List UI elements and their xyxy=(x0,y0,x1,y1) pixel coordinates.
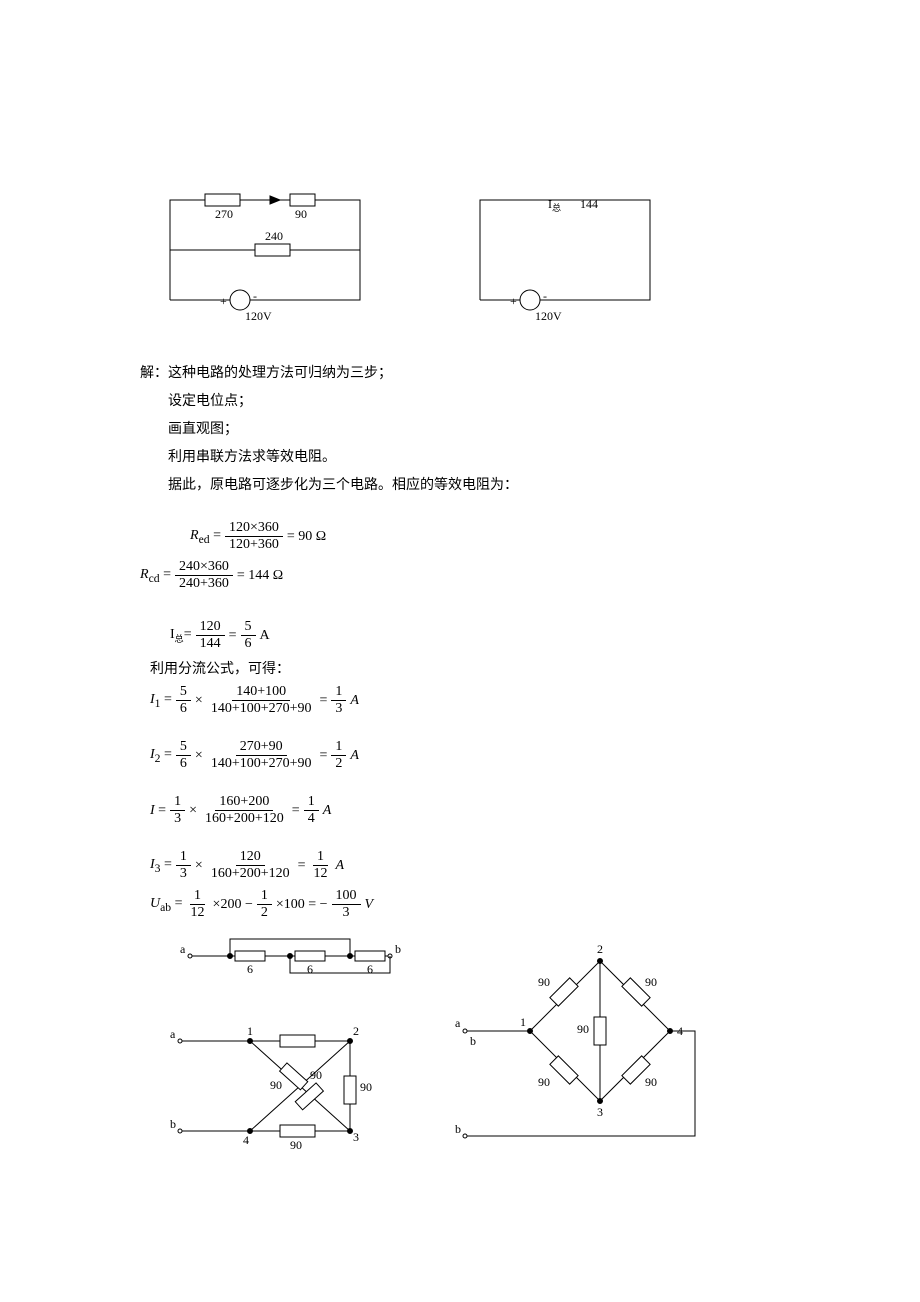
diamond-b2: b xyxy=(455,1122,461,1136)
solution-line2: 设定电位点； xyxy=(168,388,780,416)
circuit-1-diagram: 270 90 240 + - 120V xyxy=(140,180,390,330)
diamond-diagram: a b b 1 2 4 3 90 90 90 90 90 xyxy=(450,931,720,1151)
diamond-r5: 90 xyxy=(645,1075,657,1089)
eq-i: I = 13 × 160+200160+200+120 = 14 A xyxy=(150,794,780,827)
cross-n3: 3 xyxy=(353,1130,359,1144)
eq-i2: I2 = 56 × 270+90140+100+270+90 = 12 A xyxy=(150,739,780,772)
bottom-diagrams: a b 6 6 6 xyxy=(140,931,780,1151)
cross-r4: 90 xyxy=(290,1138,302,1151)
diamond-b: b xyxy=(470,1034,476,1048)
eq-i1: I1 = 56 × 140+100140+100+270+90 = 13 A xyxy=(150,684,780,717)
r1-label: 270 xyxy=(215,207,233,221)
cross-diagram: a b 1 2 3 4 90 90 90 90 xyxy=(170,1021,400,1151)
r3-label: 240 xyxy=(265,229,283,243)
i-sub: 总 xyxy=(552,202,561,213)
ladder-r1: 6 xyxy=(247,962,253,976)
plus2-label: + xyxy=(510,294,517,308)
cross-r3: 90 xyxy=(360,1080,372,1094)
ladder-r3: 6 xyxy=(367,962,373,976)
cross-n4: 4 xyxy=(243,1133,249,1147)
diamond-r4: 90 xyxy=(538,1075,550,1089)
solution-line3: 画直观图； xyxy=(168,416,780,444)
ladder-r2: 6 xyxy=(307,962,313,976)
svg-text:I总: I总 xyxy=(548,197,561,213)
cross-r1: 90 xyxy=(270,1078,282,1092)
top-diagrams-row: 270 90 240 + - 120V I总 144 + - 120V xyxy=(140,180,780,330)
diamond-n4: 4 xyxy=(677,1024,683,1038)
eq-uab: Uab = 112 ×200 − 12 ×100 = − 1003 V xyxy=(150,888,780,921)
page-content: 270 90 240 + - 120V I总 144 + - 120V xyxy=(0,0,920,1191)
r-144-label: 144 xyxy=(580,197,598,211)
voltage2-label: 120V xyxy=(535,309,562,323)
solution-line4: 利用串联方法求等效电阻。 xyxy=(168,444,780,472)
diamond-n3: 3 xyxy=(597,1105,603,1119)
cross-n1: 1 xyxy=(247,1024,253,1038)
voltage-label: 120V xyxy=(245,309,272,323)
ladder-a: a xyxy=(180,942,186,956)
r2-label: 90 xyxy=(295,207,307,221)
solution-line5: 据此，原电路可逐步化为三个电路。相应的等效电阻为： xyxy=(168,472,780,500)
cross-a: a xyxy=(170,1027,176,1041)
fenliu-line: 利用分流公式，可得： xyxy=(150,658,780,678)
diamond-a: a xyxy=(455,1016,461,1030)
eq-itotal: I总= 120144 = 56 A xyxy=(170,619,780,652)
diamond-r1: 90 xyxy=(538,975,550,989)
solution-line1: 解：这种电路的处理方法可归纳为三步； xyxy=(140,360,780,388)
plus-label: + xyxy=(220,294,227,308)
diamond-n1: 1 xyxy=(520,1015,526,1029)
minus2-label: - xyxy=(543,289,547,303)
diamond-r2: 90 xyxy=(645,975,657,989)
ladder-b: b xyxy=(395,942,401,956)
diamond-r3: 90 xyxy=(577,1022,589,1036)
ladder-diagram: a b 6 6 6 xyxy=(180,931,410,991)
eq-red: Red = 120×360120+360 = 90 Ω xyxy=(190,520,780,553)
circuit-2-diagram: I总 144 + - 120V xyxy=(450,180,680,330)
eq-i3: I3 = 13 × 120160+200+120 = 112 A xyxy=(150,849,780,882)
cross-b: b xyxy=(170,1117,176,1131)
cross-r2: 90 xyxy=(310,1068,322,1082)
minus-label: - xyxy=(253,289,257,303)
diamond-n2: 2 xyxy=(597,942,603,956)
eq-rcd: Rcd = 240×360240+360 = 144 Ω xyxy=(140,559,780,592)
solution-text: 解：这种电路的处理方法可归纳为三步； 设定电位点； 画直观图； 利用串联方法求等… xyxy=(140,360,780,500)
cross-n2: 2 xyxy=(353,1024,359,1038)
